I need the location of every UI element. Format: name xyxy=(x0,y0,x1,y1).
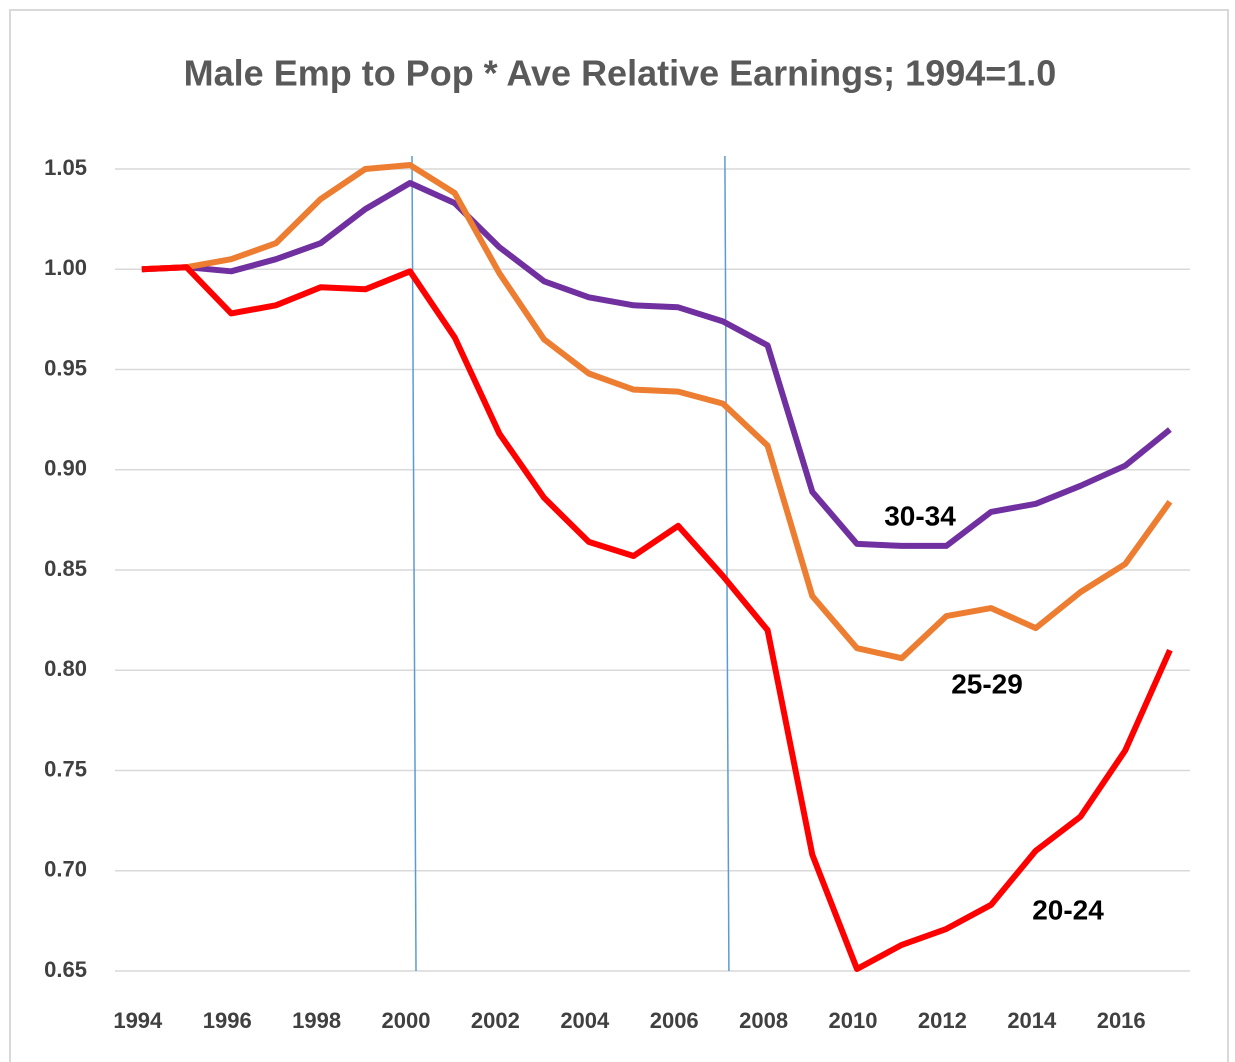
series-label: 30-34 xyxy=(884,500,956,531)
reference-line xyxy=(724,155,730,972)
x-tick-label: 1994 xyxy=(113,1008,163,1033)
series-line xyxy=(141,162,1173,662)
x-tick-label: 1998 xyxy=(292,1008,341,1033)
y-tick-label: 0.75 xyxy=(44,756,87,781)
y-tick-label: 0.65 xyxy=(44,957,87,982)
y-tick-label: 0.90 xyxy=(44,456,87,481)
x-tick-label: 2010 xyxy=(829,1008,878,1033)
y-tick-label: 1.05 xyxy=(44,155,87,180)
series-line xyxy=(141,264,1173,972)
x-tick-label: 2004 xyxy=(560,1008,610,1033)
x-tick-label: 2016 xyxy=(1097,1008,1146,1033)
y-tick-label: 0.80 xyxy=(44,656,87,681)
x-tick-label: 2002 xyxy=(471,1008,520,1033)
chart-title: Male Emp to Pop * Ave Relative Earnings;… xyxy=(184,53,1057,94)
x-tick-label: 2012 xyxy=(918,1008,967,1033)
series-line xyxy=(141,180,1172,549)
series-label: 25-29 xyxy=(951,668,1023,699)
y-tick-label: 0.95 xyxy=(44,355,87,380)
y-tick-label: 1.00 xyxy=(44,255,87,280)
x-tick-label: 2000 xyxy=(382,1008,431,1033)
series-label: 20-24 xyxy=(1032,894,1104,925)
chart-frame xyxy=(9,9,1229,1062)
reference-line xyxy=(411,155,417,972)
x-tick-label: 2014 xyxy=(1007,1008,1057,1033)
x-tick-label: 2008 xyxy=(739,1008,788,1033)
x-tick-label: 1996 xyxy=(203,1008,252,1033)
y-tick-label: 0.70 xyxy=(44,857,87,882)
y-tick-label: 0.85 xyxy=(44,556,87,581)
x-tick-label: 2006 xyxy=(650,1008,699,1033)
